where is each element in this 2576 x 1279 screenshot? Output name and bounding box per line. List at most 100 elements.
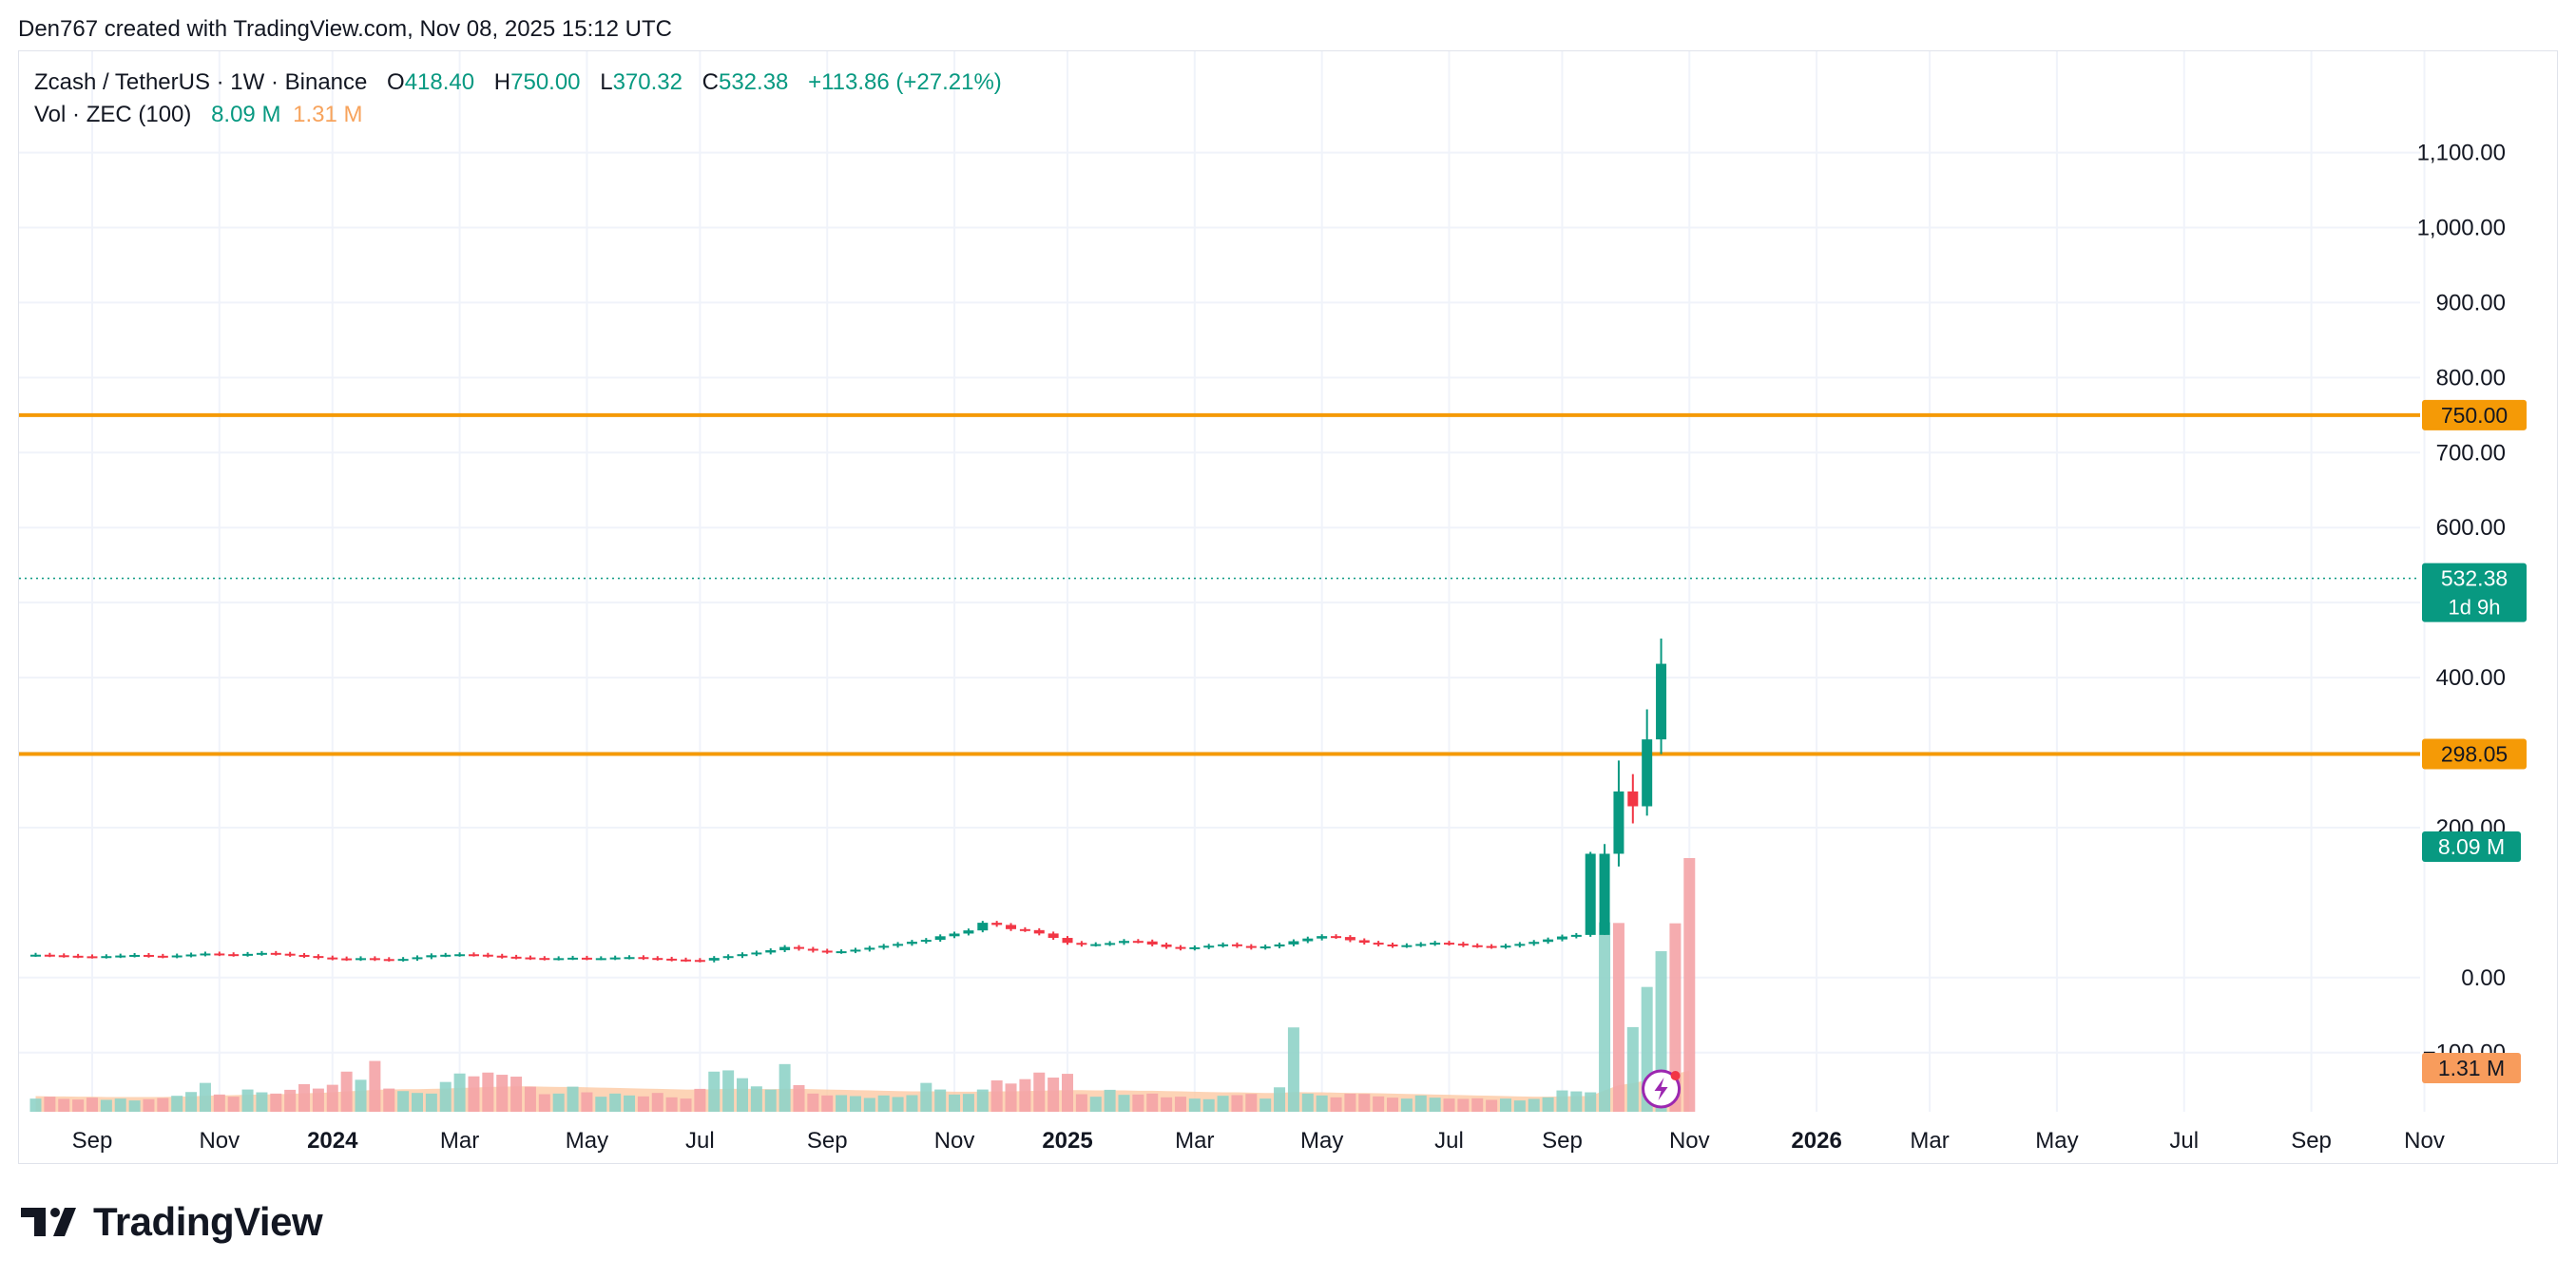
volume-bar: [369, 1060, 381, 1112]
candle-body: [1471, 945, 1483, 947]
volume-bar: [1387, 1098, 1399, 1112]
volume-bar: [920, 1082, 932, 1112]
volume-bar: [1626, 1026, 1639, 1112]
volume-bar: [1202, 1098, 1215, 1112]
candle-body: [1486, 945, 1497, 948]
open-value: 418.40: [404, 69, 475, 95]
candle-body: [115, 955, 126, 958]
volume-bar: [1075, 1094, 1087, 1112]
volume-bar: [29, 1098, 42, 1112]
volume-bar: [1612, 923, 1624, 1112]
volume-bar: [1301, 1093, 1314, 1112]
volume-bar: [468, 1076, 480, 1112]
volume-bar: [326, 1084, 338, 1112]
symbol-title[interactable]: Zcash / TetherUS · 1W · Binance: [34, 69, 368, 95]
level-tag-bg: [2422, 399, 2527, 430]
candle-body: [906, 942, 917, 945]
volume-bar: [1570, 1091, 1583, 1112]
candle-body: [454, 954, 466, 957]
candle-body: [949, 933, 960, 937]
volume-bar: [1513, 1100, 1526, 1112]
volume-bar: [340, 1071, 353, 1112]
volume-bar: [906, 1095, 918, 1112]
volume-bar: [1146, 1093, 1159, 1112]
candle-body: [1033, 929, 1045, 934]
candle-body: [1613, 791, 1624, 854]
volume-ma-tag-text: 1.31 M: [2438, 1056, 2505, 1080]
candle-body: [270, 952, 281, 955]
candle-body: [1288, 941, 1299, 945]
chart-frame[interactable]: [18, 50, 2558, 1164]
x-tick-label: May: [2035, 1128, 2078, 1154]
candle-body: [1048, 933, 1059, 939]
candle-body: [850, 949, 861, 952]
volume-ma-area: [35, 1070, 1690, 1112]
candle-body: [426, 955, 437, 958]
candles: [30, 638, 1667, 963]
x-tick-label: Nov: [934, 1128, 975, 1154]
candle-body: [567, 957, 579, 960]
volume-bar: [779, 1063, 791, 1112]
x-tick-label: Sep: [72, 1128, 113, 1154]
candle-body: [369, 958, 380, 961]
volume-bar: [298, 1083, 311, 1112]
candle-body: [878, 945, 890, 948]
high-value: 750.00: [510, 69, 581, 95]
volume-bar: [185, 1092, 198, 1112]
candle-body: [1331, 936, 1342, 939]
volume-bar: [1429, 1098, 1441, 1112]
candle-body: [765, 949, 777, 953]
x-tick-label: May: [1300, 1128, 1343, 1154]
volume-bar: [595, 1097, 607, 1112]
y-tick-label: 900.00: [2436, 290, 2506, 315]
candle-body: [101, 956, 112, 959]
tradingview-brand[interactable]: TradingView: [21, 1199, 323, 1245]
volume-value: 8.09 M: [211, 102, 281, 127]
low-label: L: [600, 69, 613, 95]
volume-bar: [1174, 1097, 1186, 1112]
volume-bar: [1330, 1097, 1342, 1112]
volume-bar: [397, 1091, 410, 1112]
symbol-legend: Zcash / TetherUS · 1W · Binance O418.40 …: [34, 67, 1002, 131]
y-tick-label: 600.00: [2436, 515, 2506, 541]
candle-body: [1090, 944, 1102, 946]
candle-body: [1245, 945, 1257, 948]
candle-body: [708, 958, 720, 961]
volume-label[interactable]: Vol · ZEC (100): [34, 102, 192, 127]
volume-bar: [1104, 1089, 1116, 1112]
level-tag-text: 750.00: [2441, 403, 2508, 428]
last-price-tag-bg: [2422, 563, 2527, 622]
x-tick-label: Nov: [2404, 1128, 2445, 1154]
volume-bar: [976, 1089, 989, 1112]
candle-body: [468, 954, 479, 957]
volume-bar: [836, 1095, 848, 1112]
candle-body: [991, 923, 1003, 926]
candle-body: [1585, 853, 1596, 935]
volume-bar: [849, 1096, 861, 1112]
candle-body: [356, 958, 367, 961]
volume-bar: [1231, 1095, 1243, 1112]
volume-bar: [1005, 1083, 1017, 1112]
volume-bar: [1585, 1092, 1597, 1112]
volume-bar: [312, 1088, 324, 1112]
volume-bar: [1556, 1090, 1568, 1112]
volume-bar: [1132, 1094, 1144, 1112]
close-value: 532.38: [718, 69, 789, 95]
volume-bar: [1033, 1072, 1046, 1112]
volume-bar: [1358, 1094, 1371, 1112]
candle-body: [1570, 934, 1582, 937]
volume-bar: [496, 1075, 509, 1112]
candle-body: [284, 953, 296, 956]
volume-bar: [1245, 1094, 1258, 1112]
x-tick-label: Mar: [440, 1128, 479, 1154]
candle-body: [1105, 943, 1116, 945]
volume-bar: [737, 1078, 748, 1112]
candle-body: [1189, 946, 1201, 949]
volume-bar: [1471, 1098, 1484, 1112]
candle-body: [1528, 942, 1540, 945]
candle-body: [1642, 739, 1653, 807]
candle-body: [129, 954, 141, 957]
candle-body: [1231, 944, 1242, 946]
volume-bar: [665, 1097, 678, 1112]
